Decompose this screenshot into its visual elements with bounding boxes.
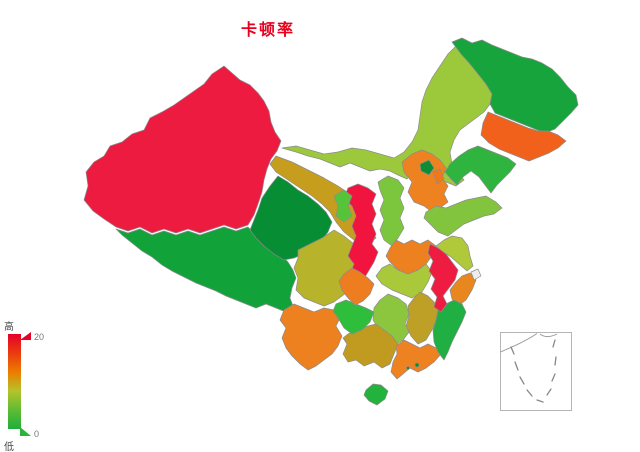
province-macau[interactable] [406,366,410,370]
province-shanxi[interactable] [377,175,405,247]
province-hebei[interactable] [401,149,449,213]
province-ningxia[interactable] [333,189,353,223]
province-tibet[interactable] [115,226,297,313]
province-heilongjiang[interactable] [451,37,579,134]
legend-min-marker[interactable] [20,427,31,436]
province-guangdong[interactable] [390,339,442,380]
province-inner-mongolia[interactable] [281,45,493,187]
province-xinjiang[interactable] [83,65,282,234]
province-liaoning[interactable] [444,145,517,194]
legend-min-value: 0 [34,429,39,439]
legend-gradient-bar[interactable] [8,334,21,429]
page-title: 卡顿率 [240,22,295,39]
province-jilin[interactable] [480,111,567,162]
province-tianjin[interactable] [432,168,445,185]
legend-low-label: 低 [4,440,14,452]
south-china-sea-inset [500,332,572,411]
nine-dash-line [510,339,557,403]
province-yunnan[interactable] [279,303,343,371]
province-guangxi[interactable] [342,323,399,369]
province-anhui[interactable] [427,243,459,313]
inset-coastline [500,333,538,353]
province-shanghai[interactable] [470,268,482,281]
province-jiangsu[interactable] [435,235,474,272]
province-layer [83,37,579,406]
province-chongqing[interactable] [338,267,375,306]
province-beijing[interactable] [419,159,435,176]
province-fujian[interactable] [432,299,467,361]
legend-high-label: 高 [4,320,14,333]
visual-map-legend: 高 20 0 低 [4,320,44,452]
inset-coastline-2 [539,333,558,338]
province-hainan[interactable] [363,383,389,406]
legend-max-marker[interactable] [20,332,31,340]
province-shandong[interactable] [423,195,503,237]
inset-border [500,332,572,411]
province-hongkong[interactable] [414,362,420,368]
province-hubei[interactable] [375,263,433,299]
legend-max-value: 20 [34,332,44,342]
